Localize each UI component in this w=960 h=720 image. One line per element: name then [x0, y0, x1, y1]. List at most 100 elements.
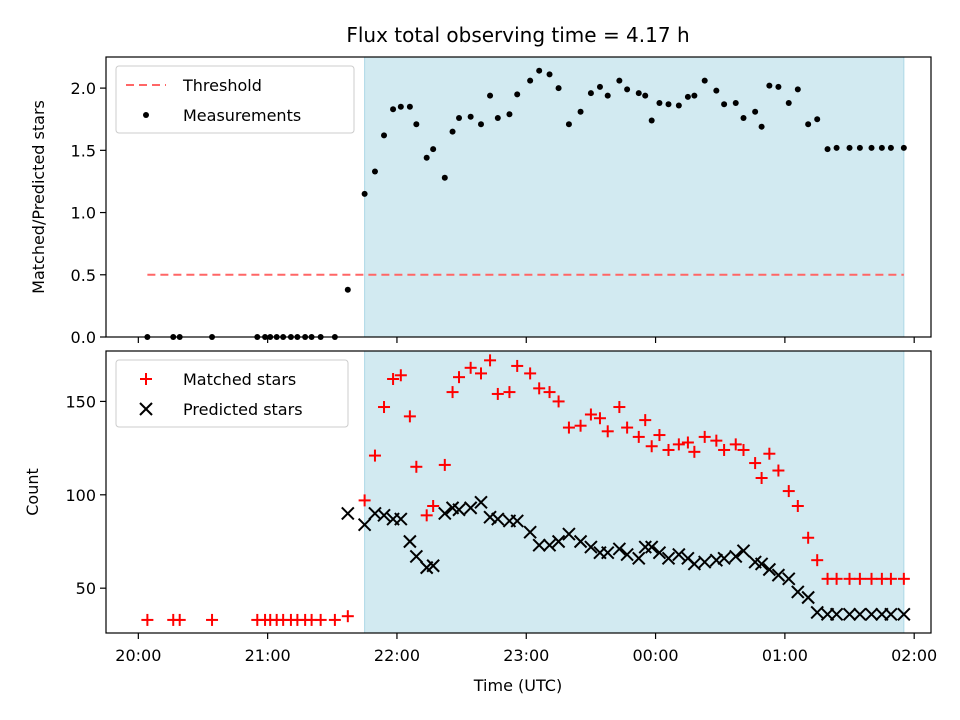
predicted-point: [573, 534, 588, 549]
predicted-point: [341, 506, 355, 521]
predicted-point: [897, 607, 911, 622]
matched-point: [865, 572, 878, 585]
predicted-point: [584, 540, 598, 554]
matched-point: [584, 408, 597, 421]
matched-point: [314, 613, 327, 626]
measurement-point: [732, 100, 739, 107]
matched-point: [729, 438, 742, 451]
matched-point: [378, 401, 391, 414]
legend-box: [115, 359, 349, 428]
legend-label: Predicted stars: [183, 400, 303, 419]
legend-label: Measurements: [183, 106, 301, 125]
measurement-point: [555, 85, 562, 92]
y-tick-label: 1.0: [71, 204, 96, 223]
matched-point: [755, 471, 768, 484]
matched-point: [533, 382, 546, 395]
measurement-point: [785, 100, 792, 107]
measurement-point: [536, 67, 543, 74]
predicted-point: [687, 557, 702, 571]
y-tick-label: 50: [76, 579, 96, 598]
matched-point: [897, 572, 910, 585]
predicted-point: [652, 545, 667, 560]
predicted-point: [884, 607, 898, 622]
predicted-point: [842, 607, 857, 622]
measurement-point: [449, 128, 456, 135]
matched-point: [484, 354, 497, 367]
axes-frame: [105, 350, 932, 634]
predicted-point: [762, 562, 777, 577]
measurement-point: [616, 77, 623, 84]
predicted-point: [483, 510, 497, 524]
matched-point: [601, 425, 614, 438]
matched-point: [621, 421, 634, 434]
matched-point: [681, 436, 694, 449]
matched-point: [464, 361, 477, 374]
measurement-point: [675, 102, 682, 109]
measurement-point: [887, 144, 894, 151]
y-axis-label-bottom: Count: [23, 468, 42, 516]
measurement-point: [406, 103, 413, 110]
y-tick-label: 0.5: [71, 266, 96, 285]
matched-point: [632, 430, 645, 443]
matched-point: [387, 373, 400, 386]
matched-point: [358, 494, 371, 507]
predicted-point: [357, 517, 372, 532]
measurement-point: [413, 121, 420, 128]
matched-point: [639, 414, 652, 427]
measurement-point: [390, 106, 397, 113]
x-axis-label: Time (UTC): [473, 676, 562, 695]
matched-point: [453, 371, 466, 384]
predicted-point: [532, 538, 546, 552]
axes-frame: [105, 56, 932, 338]
matched-point: [403, 410, 416, 423]
predicted-point: [736, 544, 751, 558]
measurement-point: [430, 146, 437, 153]
measurement-point: [665, 101, 672, 108]
matched-point: [511, 359, 524, 372]
predicted-point: [709, 553, 724, 567]
measurement-point: [794, 86, 801, 93]
predicted-point: [661, 551, 676, 566]
measurement-point: [527, 77, 534, 84]
matched-point: [394, 369, 407, 382]
predicted-point: [829, 607, 844, 622]
predicted-point: [771, 568, 786, 582]
matched-point: [737, 443, 750, 456]
measurement-point: [604, 92, 611, 99]
predicted-point: [810, 605, 824, 620]
y-tick-label: 150: [65, 392, 96, 411]
predicted-point: [601, 545, 615, 560]
predicted-point: [612, 542, 627, 556]
measurement-point: [824, 146, 831, 153]
measurement-point: [506, 111, 513, 118]
panel-top: 0.0 0.5 1.0 1.5 2.0 Threshold Measurements: [71, 56, 932, 347]
legend-label: Matched stars: [183, 370, 296, 389]
measurement-point: [758, 123, 765, 130]
matched-point: [446, 386, 459, 399]
measurement-point: [565, 121, 572, 128]
matched-point: [368, 449, 381, 462]
measurement-point: [344, 286, 351, 293]
predicted-point: [801, 590, 815, 605]
predicted-point: [491, 512, 505, 526]
matched-point: [688, 445, 701, 458]
matched-point: [173, 613, 186, 626]
y-tick-label: 1.5: [71, 141, 96, 160]
measurement-point: [381, 132, 388, 139]
matched-point: [574, 419, 587, 432]
predicted-point: [754, 557, 769, 571]
matched-point: [328, 613, 341, 626]
measurement-point: [371, 168, 378, 175]
predicted-point: [542, 538, 557, 552]
legend: Threshold Measurements: [115, 65, 355, 134]
x-tick-label: 20:00: [115, 646, 161, 665]
measurement-point: [805, 121, 812, 128]
matched-point: [562, 421, 575, 434]
measurement-point: [701, 77, 708, 84]
matched-point: [645, 440, 658, 453]
predicted-point: [620, 547, 634, 562]
measurement-point: [713, 87, 720, 94]
predicted-point: [853, 607, 867, 622]
predicted-point: [729, 549, 743, 564]
